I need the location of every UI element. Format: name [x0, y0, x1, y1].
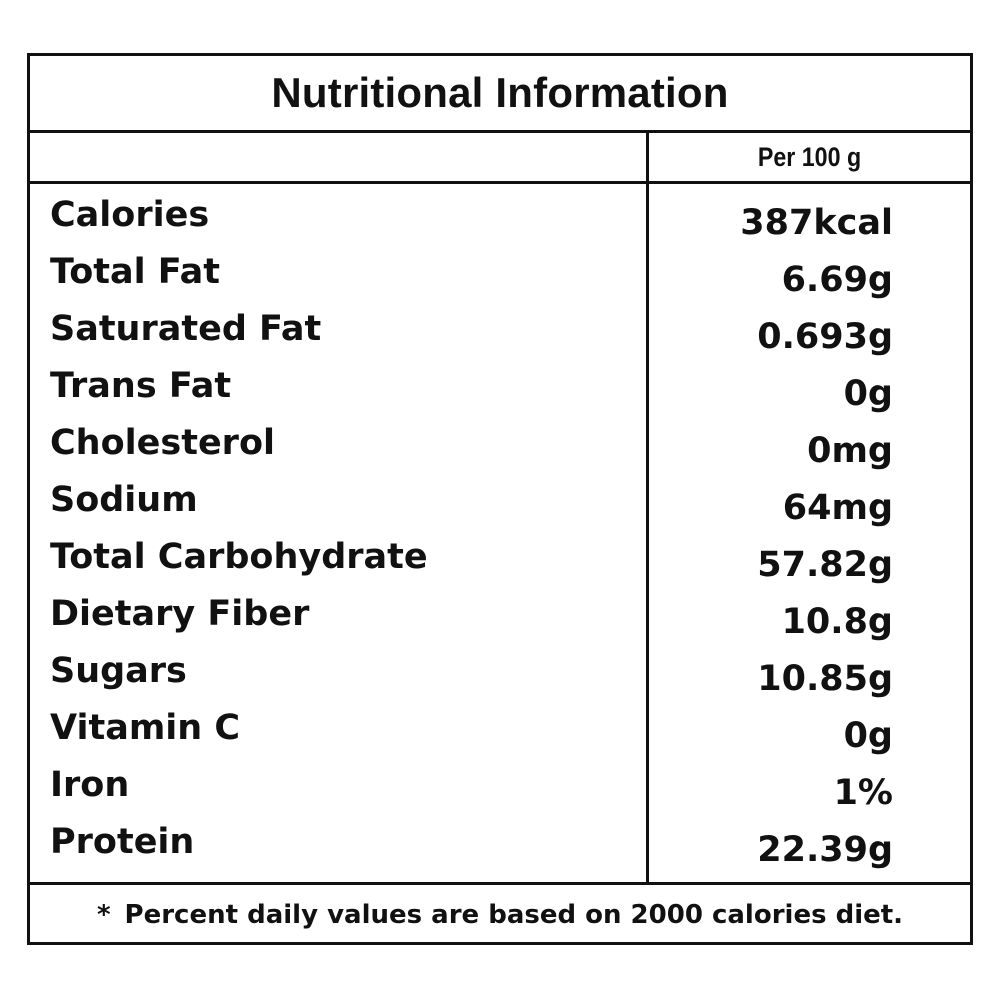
nutrient-name: Total Fat — [50, 252, 221, 292]
nutrient-value: 0g — [843, 716, 893, 756]
nutrient-value: 387kcal — [740, 203, 893, 243]
nutrient-name: Calories — [50, 195, 210, 235]
footer-row: * Percent daily values are based on 2000 … — [30, 882, 970, 945]
per-100g-header: Per 100 g — [757, 141, 862, 172]
nutrient-name: Dietary Fiber — [50, 594, 310, 634]
column-divider — [646, 133, 649, 882]
nutrient-rows: Calories 387kcal Total Fat 6.69g Saturated F… — [30, 184, 970, 882]
nutrient-value: 0.693g — [757, 317, 893, 357]
table-row: Saturated Fat 0.693g — [30, 303, 970, 359]
nutrient-value: 0g — [843, 374, 893, 414]
nutrient-value: 1% — [833, 773, 893, 813]
table-row: Total Carbohydrate 57.82g — [30, 531, 970, 587]
table-row: Sodium 64mg — [30, 474, 970, 530]
nutrient-name: Vitamin C — [50, 708, 241, 748]
table-row: Dietary Fiber 10.8g — [30, 588, 970, 644]
table-row: Vitamin C 0g — [30, 702, 970, 758]
footnote-text: Percent daily values are based on 2000 c… — [124, 900, 904, 930]
table-row: Sugars 10.85g — [30, 645, 970, 701]
nutrient-value: 10.8g — [781, 602, 893, 642]
nutrient-value: 22.39g — [757, 830, 893, 870]
header-row: Per 100 g — [30, 133, 970, 184]
title-row: Nutritional Information — [30, 56, 970, 133]
footnote-marker: * — [96, 900, 111, 930]
table-row: Calories 387kcal — [30, 189, 970, 245]
nutrient-name: Sugars — [50, 651, 187, 691]
table-row: Cholesterol 0mg — [30, 417, 970, 473]
nutrient-value: 0mg — [807, 431, 893, 471]
table-row: Total Fat 6.69g — [30, 246, 970, 302]
nutrient-value: 10.85g — [757, 659, 893, 699]
nutrient-value: 57.82g — [757, 545, 893, 585]
nutrient-value: 64mg — [782, 488, 893, 528]
nutrient-name: Total Carbohydrate — [50, 537, 428, 577]
nutrition-table: Nutritional Information Per 100 g Calori… — [27, 53, 973, 945]
table-title: Nutritional Information — [271, 69, 729, 116]
nutrient-name: Iron — [50, 765, 130, 805]
nutrient-name: Saturated Fat — [50, 309, 322, 349]
nutrient-value: 6.69g — [781, 260, 893, 300]
table-row: Iron 1% — [30, 759, 970, 815]
nutrient-name: Trans Fat — [50, 366, 232, 406]
footnote: * Percent daily values are based on 2000 … — [97, 900, 903, 930]
table-row: Trans Fat 0g — [30, 360, 970, 416]
nutrient-name: Cholesterol — [50, 423, 275, 463]
table-row: Protein 22.39g — [30, 816, 970, 872]
nutrient-name: Sodium — [50, 480, 198, 520]
nutrient-name: Protein — [50, 822, 195, 862]
